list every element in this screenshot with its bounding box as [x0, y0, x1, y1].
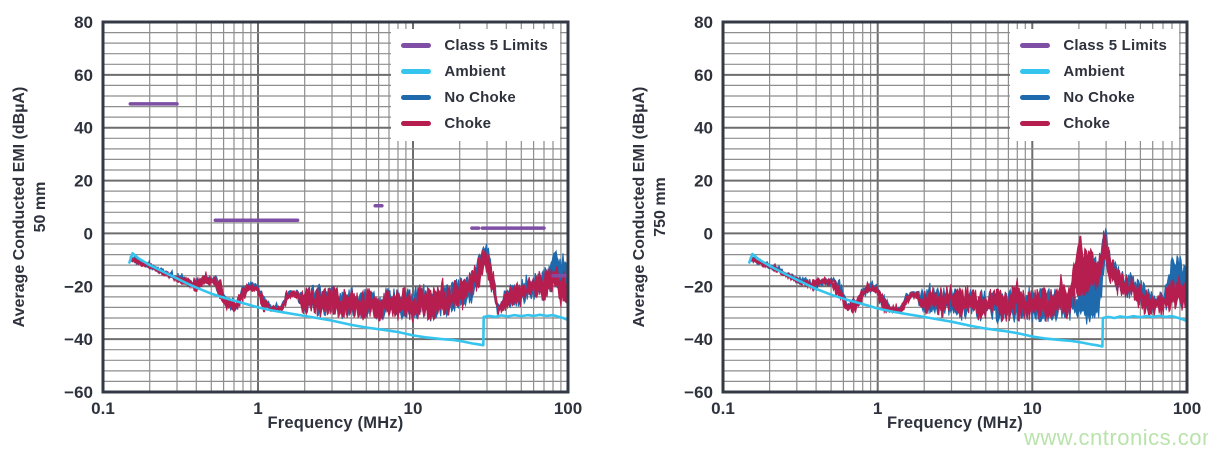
y-tick-label: 20 — [74, 172, 93, 191]
legend-item-class-5-limits: Class 5 Limits — [1020, 37, 1167, 54]
y-tick-label: −60 — [64, 383, 93, 402]
x-axis-title: Frequency (MHz) — [267, 414, 404, 432]
y-tick-label: 0 — [84, 224, 93, 243]
x-tick-label: 10 — [404, 399, 423, 418]
legend-label: No Choke — [444, 89, 516, 106]
legend-swatch-choke — [1020, 121, 1051, 126]
watermark: www.cntronics.com — [1024, 425, 1208, 450]
chart-750mm: 80 60 40 20 0 −20 −40 −60 0.1 1 10 100 Frequency (MH… — [604, 0, 1208, 456]
legend-label: Ambient — [444, 63, 506, 80]
legend-label: Choke — [444, 115, 492, 132]
x-tick-label: 100 — [1173, 399, 1201, 418]
y-tick-label: −60 — [684, 383, 713, 402]
legend-item-no-choke: No Choke — [401, 89, 548, 106]
legend-swatch-ambient — [401, 69, 432, 74]
plot-border — [721, 20, 1189, 394]
y-tick-label: 20 — [694, 172, 713, 191]
x-axis-title: Frequency (MHz) — [887, 414, 1023, 432]
x-tick-label: 1 — [253, 399, 262, 418]
legend-swatch-class-5-limits — [1020, 43, 1051, 48]
chart-50mm: 80 60 40 20 0 −20 −40 −60 0.1 1 10 100 Frequency (MH… — [9, 13, 582, 432]
y-tick-label: −40 — [684, 330, 713, 349]
legend-label: No Choke — [1063, 89, 1135, 106]
y-axis-title-distance: 750 mm — [652, 177, 669, 237]
x-tick-label: 0.1 — [91, 399, 115, 418]
y-axis-title: Average Conducted EMI (dBµA) 50 mm — [9, 87, 51, 328]
legend-swatch-choke — [401, 121, 432, 126]
legend-swatch-ambient — [1020, 69, 1051, 74]
legend: Class 5 Limits Ambient No Choke Choke — [1010, 29, 1179, 141]
legend-item-choke: Choke — [401, 115, 548, 132]
y-tick-label: 0 — [704, 224, 713, 243]
y-axis-title-main: Average Conducted EMI (dBµA) — [11, 86, 28, 328]
y-tick-label: 60 — [74, 66, 93, 85]
y-tick-label: −20 — [64, 277, 93, 296]
legend-swatch-no-choke — [401, 95, 432, 100]
legend-item-class-5-limits: Class 5 Limits — [401, 37, 548, 54]
series-class-5-limits — [128, 102, 568, 278]
chart-canvas: 80 60 40 20 0 −20 −40 −600.1 1 10 100 — [64, 13, 582, 418]
series-ambient — [128, 252, 568, 347]
plot-border — [101, 20, 570, 394]
y-tick-label: 80 — [74, 13, 93, 32]
x-tick-label: 100 — [554, 399, 582, 418]
legend-label: Ambient — [1063, 63, 1125, 80]
y-tick-label: 60 — [694, 66, 713, 85]
x-tick-label: 1 — [873, 399, 882, 418]
plot-area — [748, 228, 1187, 348]
series-ambient — [748, 252, 1187, 348]
y-axis-title-distance: 50 mm — [32, 181, 49, 233]
x-tick-label: 10 — [1023, 399, 1042, 418]
x-tick-label: 0.1 — [711, 399, 735, 418]
y-tick-label: −40 — [64, 330, 93, 349]
y-tick-label: 40 — [74, 119, 93, 138]
y-axis-title-main: Average Conducted EMI (dBµA) — [631, 86, 648, 328]
legend: Class 5 Limits Ambient No Choke Choke — [391, 29, 560, 141]
legend-label: Choke — [1063, 115, 1111, 132]
legend-item-ambient: Ambient — [1020, 63, 1167, 80]
y-axis-title: Average Conducted EMI (dBµA) 750 mm — [629, 87, 671, 328]
legend-item-no-choke: No Choke — [1020, 89, 1167, 106]
plot-area — [128, 102, 568, 347]
y-tick-label: 80 — [694, 13, 713, 32]
legend-item-choke: Choke — [1020, 115, 1167, 132]
legend-label: Class 5 Limits — [1063, 37, 1167, 54]
chart-canvas: 80 60 40 20 0 −20 −40 −600.1 1 10 100 — [684, 13, 1201, 418]
legend-swatch-class-5-limits — [401, 43, 432, 48]
legend-item-ambient: Ambient — [401, 63, 548, 80]
legend-swatch-no-choke — [1020, 95, 1051, 100]
y-tick-label: 40 — [694, 119, 713, 138]
y-tick-label: −20 — [684, 277, 713, 296]
legend-label: Class 5 Limits — [444, 37, 548, 54]
